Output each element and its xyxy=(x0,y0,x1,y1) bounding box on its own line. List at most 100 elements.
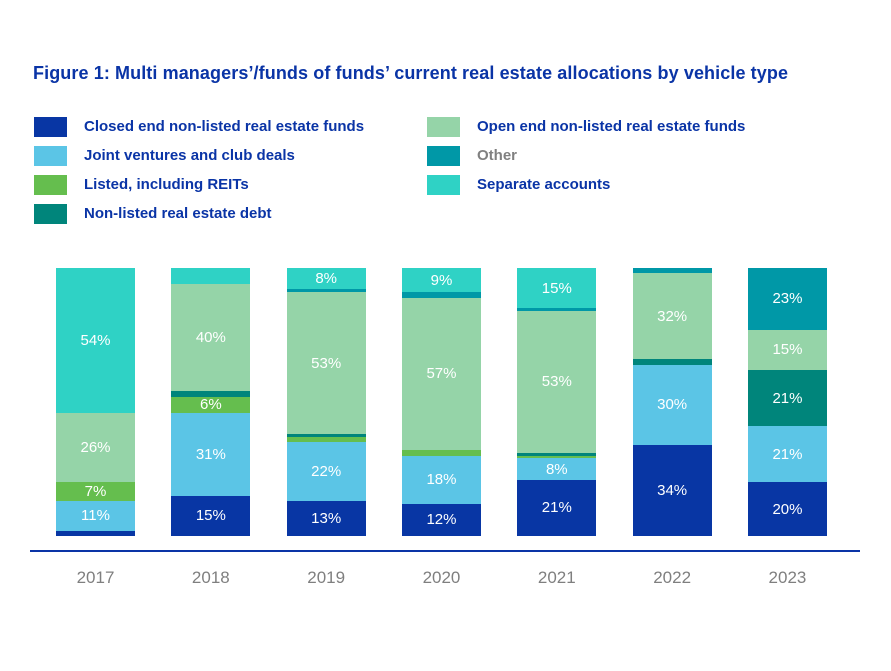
segment-value-label: 54% xyxy=(80,331,111,349)
segment-value-label: 34% xyxy=(657,481,688,499)
bar-2020: 12% 18% 57% 9% xyxy=(401,268,481,536)
axis-label-2023: 2023 xyxy=(768,568,807,587)
segment-value-label: 6% xyxy=(199,396,222,414)
debt-segment xyxy=(286,434,366,437)
segment-value-label: 9% xyxy=(430,271,453,289)
axis-label-2019: 2019 xyxy=(307,568,346,587)
legend-label: Separate accounts xyxy=(477,176,611,193)
bar-2018: 15% 31% 6% 40% xyxy=(171,268,251,536)
listed-segment: 7% xyxy=(56,482,135,502)
open_end-segment: 57% xyxy=(401,297,481,451)
segment-value-label: 15% xyxy=(541,279,572,297)
segment-value-label: 21% xyxy=(772,445,803,463)
separate_accounts-segment: 9% xyxy=(401,268,481,293)
segment-value-label: 57% xyxy=(426,365,457,383)
bar-2023: 20% 21% 21% 15% 23% xyxy=(747,268,827,536)
bar-2019: 13% 22% 53% 8% xyxy=(286,268,366,536)
axis-label-2017: 2017 xyxy=(76,568,115,587)
separate_accounts-segment: 8% xyxy=(286,268,366,290)
joint_ventures-segment: 11% xyxy=(56,501,135,531)
other-segment xyxy=(401,292,481,298)
closed_end-segment: 12% xyxy=(401,503,481,536)
legend-label: Other xyxy=(477,147,518,164)
debt-segment: 21% xyxy=(747,369,827,427)
debt-segment xyxy=(517,452,597,456)
legend-label: Closed end non-listed real estate funds xyxy=(84,118,365,135)
figure-title: Figure 1: Multi managers’/funds of funds… xyxy=(33,63,789,83)
segment-value-label: 20% xyxy=(772,500,803,518)
legend-swatch-other xyxy=(427,146,460,166)
open_end-segment: 53% xyxy=(286,292,366,435)
segment-value-label: 18% xyxy=(426,471,457,489)
listed-segment xyxy=(401,450,481,456)
other-segment xyxy=(286,289,366,293)
axis-label-2018: 2018 xyxy=(191,568,230,587)
joint_ventures-segment: 8% xyxy=(517,458,597,480)
closed_end-segment: 13% xyxy=(286,501,366,536)
joint_ventures-segment: 31% xyxy=(171,412,251,496)
segment-value-label: 26% xyxy=(80,439,111,457)
open_end-segment: 40% xyxy=(171,284,251,392)
listed-segment xyxy=(517,455,597,459)
open_end-segment: 53% xyxy=(517,310,597,453)
open_end-segment: 32% xyxy=(632,273,712,360)
segment-value-label: 21% xyxy=(772,389,803,407)
other-segment xyxy=(632,268,712,274)
listed-segment: 6% xyxy=(171,396,251,414)
open_end-segment: 26% xyxy=(56,412,135,483)
segment-value-label: 23% xyxy=(772,290,803,308)
segment-value-label: 32% xyxy=(657,307,688,325)
x-axis-labels: 2017 2018 2019 2020 2021 2022 2023 xyxy=(56,568,827,588)
segment-value-label: 7% xyxy=(84,483,107,501)
debt-segment xyxy=(171,391,251,397)
joint_ventures-segment: 22% xyxy=(286,442,366,502)
segment-value-label: 53% xyxy=(311,354,342,372)
segment-value-label: 53% xyxy=(541,373,572,391)
closed_end-segment: 34% xyxy=(632,444,712,536)
segment-value-label: 40% xyxy=(195,329,226,347)
segment-value-label: 12% xyxy=(426,511,457,529)
closed_end-segment: 15% xyxy=(171,495,251,536)
joint_ventures-segment: 18% xyxy=(401,455,481,504)
separate_accounts-segment: 54% xyxy=(56,268,135,413)
segment-value-label: 13% xyxy=(311,510,342,528)
joint_ventures-segment: 21% xyxy=(747,426,827,483)
axis-label-2020: 2020 xyxy=(422,568,461,587)
segment-value-label: 30% xyxy=(657,396,688,414)
legend-swatch-separate_accounts xyxy=(427,175,460,195)
separate_accounts-segment: 15% xyxy=(517,268,597,309)
open_end-segment: 15% xyxy=(747,329,827,370)
axis-label-2022: 2022 xyxy=(653,568,692,587)
other-segment: 23% xyxy=(747,268,827,330)
bar-2022: 34% 30% 32% xyxy=(632,268,712,536)
segment-value-label: 21% xyxy=(541,499,572,517)
closed_end-segment xyxy=(56,530,135,536)
x-axis-baseline xyxy=(30,550,860,552)
closed_end-segment: 21% xyxy=(517,479,597,536)
segment-value-label: 31% xyxy=(195,445,226,463)
legend-label: Joint ventures and club deals xyxy=(84,147,295,164)
legend-label: Non-listed real estate debt xyxy=(84,205,272,222)
other-segment xyxy=(517,308,597,311)
legend-swatch-open_end xyxy=(427,117,460,137)
legend-swatch-debt xyxy=(34,204,67,224)
separate_accounts-segment xyxy=(171,268,251,285)
legend-swatch-joint_ventures xyxy=(34,146,67,166)
segment-value-label: 15% xyxy=(195,507,226,525)
legend-swatch-closed_end xyxy=(34,117,67,137)
joint_ventures-segment: 30% xyxy=(632,364,712,445)
listed-segment xyxy=(286,436,366,443)
segment-value-label: 8% xyxy=(315,270,337,288)
segment-value-label: 15% xyxy=(772,341,803,359)
segment-value-label: 8% xyxy=(545,460,568,478)
legend-label: Open end non-listed real estate funds xyxy=(477,118,746,135)
legend-swatch-listed xyxy=(34,175,67,195)
segment-value-label: 22% xyxy=(311,463,342,481)
legend-label: Listed, including REITs xyxy=(84,176,249,193)
bar-2021: 21% 8% 53% 15% xyxy=(517,268,597,536)
bar-2017: 11% 7% 26% 54% xyxy=(56,268,135,536)
closed_end-segment: 20% xyxy=(747,482,827,536)
debt-segment xyxy=(632,359,712,365)
axis-label-2021: 2021 xyxy=(537,568,576,587)
